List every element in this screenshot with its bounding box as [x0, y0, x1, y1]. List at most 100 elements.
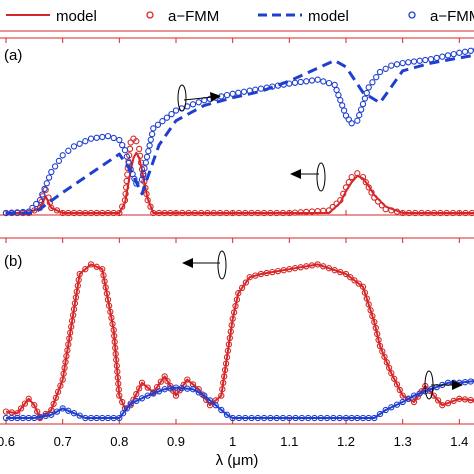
- data-point: [136, 385, 143, 392]
- data-point: [216, 209, 224, 217]
- data-point: [25, 395, 32, 402]
- legend-label: a−FMM: [168, 8, 219, 25]
- data-point: [416, 390, 423, 397]
- data-point: [52, 394, 60, 401]
- data-point: [450, 397, 457, 405]
- data-point: [348, 173, 355, 181]
- data-point: [82, 138, 89, 145]
- data-point: [361, 289, 369, 296]
- data-point: [369, 312, 376, 320]
- data-point: [107, 308, 114, 315]
- data-point: [333, 200, 340, 207]
- data-point: [112, 350, 119, 358]
- data-point: [105, 302, 113, 309]
- data-point: [59, 376, 66, 383]
- data-point: [393, 401, 401, 408]
- data-point: [297, 264, 304, 271]
- data-point: [356, 112, 363, 119]
- data-point: [66, 335, 73, 342]
- data-point: [73, 288, 80, 295]
- data-point: [136, 145, 143, 153]
- panel-a-series: [2, 47, 474, 217]
- data-point: [286, 266, 293, 273]
- data-point: [172, 209, 180, 217]
- data-point: [70, 306, 78, 313]
- data-point: [279, 414, 287, 422]
- data-point: [189, 101, 197, 108]
- data-point: [233, 296, 241, 303]
- data-point: [65, 147, 72, 154]
- series-line-0: [6, 151, 474, 214]
- legend-label: a−FMM: [430, 8, 474, 25]
- panel-b-tick-labels: 0.6 0.7 0.8 0.9 1 1.1 1.2 1.3 1.4: [0, 434, 468, 449]
- data-point: [155, 388, 163, 395]
- data-point: [274, 267, 282, 275]
- data-point: [33, 200, 40, 208]
- annotation-ellipse-blue: [177, 84, 187, 112]
- data-point: [365, 301, 372, 308]
- data-point: [142, 159, 149, 166]
- data-point: [405, 395, 412, 402]
- data-point: [424, 209, 432, 217]
- panel-b: (b) 0.6 0.7 0.8 0.9 1 1.1 1.2 1.3 1.4 λ (μm): [0, 237, 474, 469]
- data-point: [263, 84, 270, 91]
- data-point: [133, 138, 140, 145]
- data-point: [157, 378, 165, 385]
- data-point: [223, 209, 230, 217]
- data-point: [335, 91, 342, 99]
- data-point: [267, 209, 274, 217]
- data-point: [467, 47, 474, 54]
- data-point: [111, 338, 118, 346]
- data-point: [119, 141, 126, 149]
- data-point: [228, 322, 235, 329]
- data-point: [195, 389, 202, 396]
- data-point: [260, 209, 268, 217]
- data-point: [122, 190, 129, 197]
- data-point: [444, 52, 452, 59]
- data-point: [201, 392, 208, 399]
- data-point: [69, 311, 77, 319]
- data-point: [381, 353, 388, 361]
- data-point: [383, 359, 390, 366]
- arrow-right-icon: [210, 92, 221, 102]
- x-tick-label: 0.9: [167, 434, 185, 449]
- data-point: [235, 209, 243, 217]
- data-point: [67, 329, 74, 336]
- data-point: [468, 209, 474, 217]
- data-point: [17, 405, 25, 412]
- data-point: [254, 414, 262, 422]
- data-point: [462, 209, 469, 217]
- data-point: [336, 414, 343, 422]
- data-point: [340, 107, 348, 114]
- data-point: [337, 97, 344, 104]
- panel-b-frame: [0, 237, 474, 425]
- data-point: [51, 163, 59, 170]
- data-point: [382, 406, 389, 414]
- data-point: [36, 197, 44, 204]
- data-point: [371, 414, 378, 422]
- panel-b-label: (b): [4, 253, 22, 270]
- data-point: [141, 165, 148, 172]
- data-point: [311, 414, 318, 422]
- data-point: [65, 407, 72, 414]
- data-point: [195, 99, 202, 106]
- data-point: [60, 370, 67, 377]
- data-point: [221, 373, 228, 380]
- data-point: [331, 267, 338, 274]
- data-point: [363, 89, 370, 97]
- data-point: [418, 209, 425, 217]
- data-point: [279, 209, 287, 217]
- data-point: [393, 381, 401, 388]
- data-point: [248, 209, 255, 217]
- data-point: [34, 408, 41, 415]
- data-point: [303, 78, 310, 85]
- data-point: [269, 268, 276, 276]
- x-tick-label: 0.6: [0, 434, 15, 449]
- data-point: [154, 121, 162, 128]
- data-point: [365, 84, 372, 91]
- data-point: [362, 179, 369, 186]
- data-point: [74, 282, 81, 289]
- data-point: [222, 360, 230, 367]
- data-point: [254, 209, 262, 217]
- data-point: [138, 176, 146, 183]
